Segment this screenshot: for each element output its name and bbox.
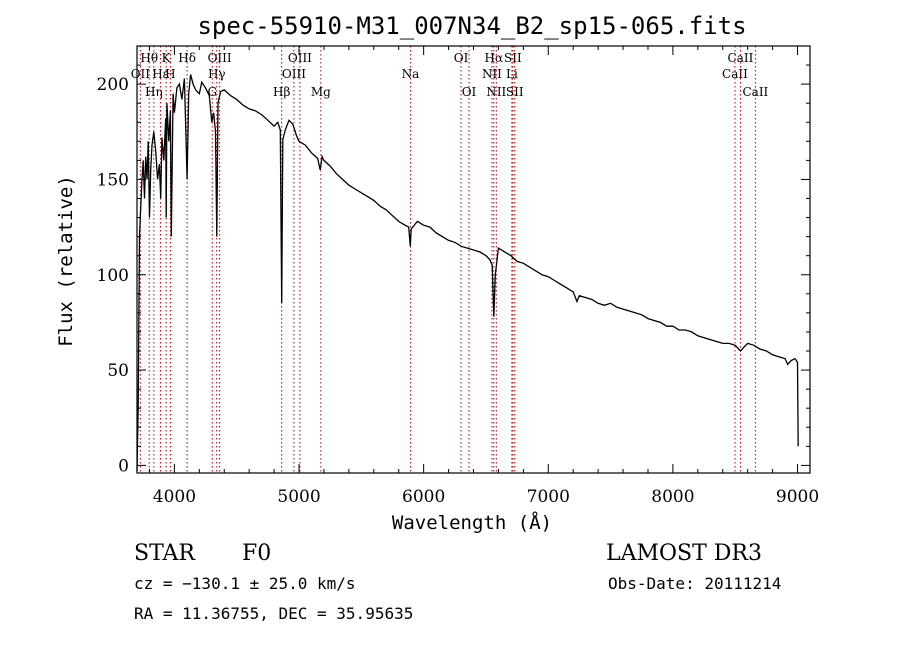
x-axis-label: Wavelength (Å) bbox=[392, 511, 552, 534]
chart-title: spec-55910-M31_007N34_B2_sp15-065.fits bbox=[197, 12, 746, 40]
line-marker-label: Hβ bbox=[273, 85, 290, 99]
spectrum-line bbox=[136, 74, 799, 472]
line-marker-label: Hδ bbox=[178, 51, 196, 65]
line-marker-label: OIII bbox=[208, 51, 232, 65]
line-marker-label: Hγ bbox=[208, 67, 226, 81]
line-marker-label: CaII bbox=[742, 85, 768, 99]
survey-label: LAMOST DR3 bbox=[606, 541, 762, 566]
line-marker-label: OIII bbox=[282, 67, 306, 81]
x-tick-label: 5000 bbox=[277, 487, 320, 507]
line-marker-label: NII bbox=[486, 85, 506, 99]
line-marker-label: OI bbox=[462, 85, 477, 99]
line-marker-label: CaII bbox=[728, 51, 754, 65]
line-marker-label: OII bbox=[131, 67, 151, 81]
y-tick-label: 200 bbox=[97, 75, 129, 95]
line-marker-label: NII bbox=[482, 67, 502, 81]
line-marker-label: Mg bbox=[311, 85, 331, 99]
line-marker-label: Na bbox=[402, 67, 420, 81]
y-tick-label: 100 bbox=[97, 266, 129, 286]
object-type: STAR bbox=[134, 541, 196, 566]
line-marker-label: Li bbox=[506, 67, 518, 81]
line-marker-label: Hθ bbox=[140, 51, 158, 65]
y-tick-label: 50 bbox=[107, 361, 129, 381]
obs-date-text: Obs-Date: 20111214 bbox=[608, 574, 781, 593]
line-marker-label: Hε bbox=[152, 67, 169, 81]
line-marker-label: OI bbox=[454, 51, 469, 65]
y-axis-ticks: 0 50 100 150 200 bbox=[97, 64, 810, 476]
line-marker-label: CaII bbox=[722, 67, 748, 81]
line-marker-label: OIII bbox=[288, 51, 312, 65]
x-tick-label: 7000 bbox=[527, 487, 570, 507]
x-tick-label: 4000 bbox=[153, 487, 196, 507]
line-marker-label: K bbox=[162, 51, 172, 65]
line-marker-label: SII bbox=[506, 85, 524, 99]
x-tick-label: 8000 bbox=[651, 487, 694, 507]
line-marker-label: Hη bbox=[145, 85, 163, 99]
y-tick-label: 0 bbox=[118, 456, 129, 476]
coordinates-text: RA = 11.36755, DEC = 35.95635 bbox=[134, 604, 413, 623]
object-subclass: F0 bbox=[242, 541, 271, 566]
line-marker-label: G bbox=[207, 85, 217, 99]
line-marker-label: H bbox=[165, 67, 175, 81]
x-axis-ticks: 4000 5000 6000 7000 8000 9000 bbox=[148, 46, 819, 507]
x-tick-label: 9000 bbox=[776, 487, 819, 507]
x-tick-label: 6000 bbox=[402, 487, 445, 507]
y-axis-label: Flux (relative) bbox=[55, 175, 77, 347]
line-marker-label: Hα bbox=[485, 51, 504, 65]
velocity-text: cz = −130.1 ± 25.0 km/s bbox=[134, 574, 356, 593]
line-marker-label: SII bbox=[504, 51, 522, 65]
plot-frame bbox=[136, 45, 811, 474]
y-tick-label: 150 bbox=[97, 170, 129, 190]
